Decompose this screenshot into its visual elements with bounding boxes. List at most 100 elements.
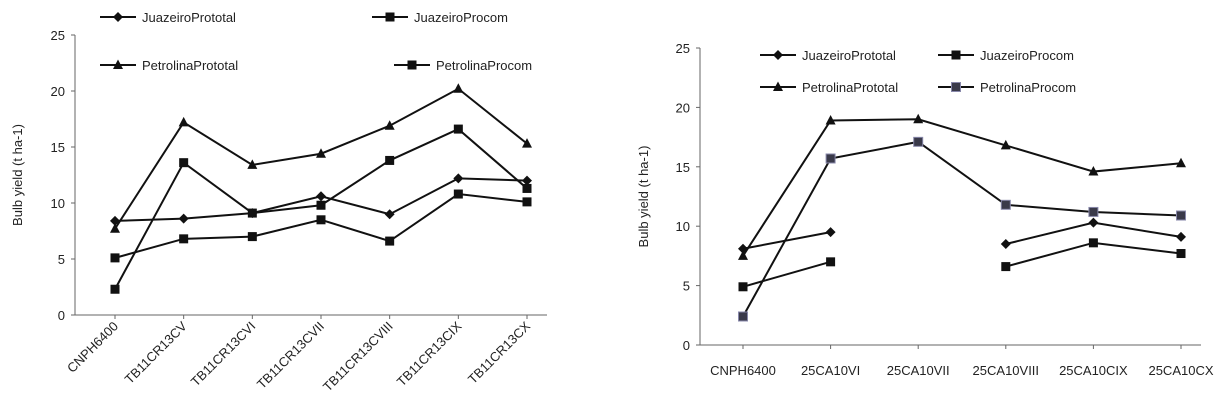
data-point	[522, 197, 532, 207]
legend-entry: PetrolinaPrototal	[760, 80, 898, 95]
data-point	[247, 232, 257, 242]
data-point	[1176, 249, 1186, 259]
data-point	[913, 113, 924, 124]
series-PetrolinaPrototal	[738, 113, 1186, 260]
legend-marker	[773, 50, 783, 60]
legend-entry: PetrolinaPrototal	[100, 58, 238, 73]
data-point	[247, 208, 257, 218]
series-line	[742, 140, 1182, 317]
data-point	[738, 250, 748, 260]
data-point	[316, 148, 326, 158]
series-JuazeiroProcom	[110, 189, 532, 263]
legend-marker	[407, 60, 417, 70]
y-tick-label: 5	[683, 279, 690, 294]
y-tick-label: 10	[676, 219, 690, 234]
y-tick-label: 15	[676, 160, 690, 175]
legend-marker	[773, 81, 783, 91]
series-PetrolinaProcom	[738, 136, 1186, 322]
legend-label: JuazeiroProcom	[980, 48, 1074, 63]
y-tick-label: 20	[676, 100, 690, 115]
legend-entry: JuazeiroProcom	[938, 48, 1074, 63]
series-line	[742, 260, 831, 288]
legend-marker	[113, 12, 123, 22]
legend-entry: JuazeiroPrototal	[760, 48, 896, 63]
data-point	[247, 159, 258, 169]
data-point	[1088, 217, 1099, 228]
data-point	[825, 153, 836, 164]
y-tick-label: 25	[676, 41, 690, 56]
legend-label: JuazeiroPrototal	[142, 10, 236, 25]
chart-right: 0 5 10 15 20 25 Bulb yield (t ha-1) CNPH6400 25C…	[636, 41, 1214, 378]
x-tick-label: CNPH6400	[64, 319, 121, 376]
y-tick-label: 5	[58, 252, 65, 267]
y-tick-label: 25	[51, 28, 65, 43]
x-tick-label: TB11CR13CVI	[188, 319, 259, 390]
data-point	[178, 213, 189, 224]
data-point	[179, 158, 189, 168]
data-point	[522, 183, 532, 193]
x-tick-label: 25CA10CX	[1148, 363, 1213, 378]
data-point	[385, 236, 395, 246]
data-point	[522, 138, 532, 148]
data-point	[453, 124, 463, 134]
data-point	[453, 173, 464, 184]
legend-label: PetrolinaPrototal	[142, 58, 238, 73]
legend-label: PetrolinaPrototal	[802, 80, 898, 95]
legend-entry: PetrolinaProcom	[938, 80, 1076, 95]
y-tick-label: 0	[683, 338, 690, 353]
data-point	[316, 200, 326, 210]
series-PetrolinaPrototal	[110, 83, 532, 233]
data-point	[453, 189, 463, 199]
y-tick-label: 20	[51, 84, 65, 99]
data-point	[179, 234, 189, 244]
data-point	[316, 191, 326, 202]
x-tick-label: 25CA10VIII	[973, 363, 1040, 378]
data-point	[1176, 231, 1186, 242]
data-point	[1176, 157, 1186, 168]
data-point	[1088, 238, 1098, 248]
x-tick-label: TB11CR13CIX	[394, 318, 465, 389]
data-point	[738, 282, 748, 292]
x-tick-label: 25CA10VII	[887, 363, 950, 378]
data-point	[384, 209, 395, 220]
data-point	[1176, 210, 1186, 221]
x-tick-label: 25CA10VI	[801, 363, 860, 378]
y-tick-label: 0	[58, 308, 65, 323]
x-tick-label: CNPH6400	[710, 363, 776, 378]
data-point	[522, 175, 532, 186]
data-point	[1088, 166, 1099, 176]
x-tick-label: TB11CR13CVII	[254, 319, 327, 392]
series-JuazeiroProcom	[738, 238, 1186, 292]
legend-entry: JuazeiroPrototal	[100, 10, 236, 25]
series-line	[742, 118, 1182, 257]
data-point	[738, 311, 748, 322]
data-point	[110, 253, 120, 263]
series-line	[742, 231, 831, 250]
legend-marker	[113, 59, 123, 69]
data-point	[913, 136, 924, 147]
x-tick-label: TB11CR13CV	[122, 318, 190, 386]
legend-entry: PetrolinaProcom	[394, 58, 532, 73]
series-JuazeiroPrototal	[738, 217, 1186, 254]
legend-entry: JuazeiroProcom	[372, 10, 508, 25]
x-tick-label: 25CA10CIX	[1059, 363, 1128, 378]
data-point	[826, 257, 836, 267]
legend-label: JuazeiroPrototal	[802, 48, 896, 63]
legend-marker	[951, 50, 961, 60]
legend-label: PetrolinaProcom	[436, 58, 532, 73]
y-tick-label: 10	[51, 196, 65, 211]
data-point	[316, 215, 326, 225]
y-tick-label: 15	[51, 140, 65, 155]
x-tick-label: TB11CR13CX	[465, 318, 533, 386]
data-point	[178, 116, 189, 127]
data-point	[110, 223, 120, 233]
x-tick-label: TB11CR13CVIII	[320, 319, 396, 395]
data-point	[825, 114, 836, 125]
legend-marker	[385, 12, 395, 22]
data-point	[453, 83, 464, 93]
data-point	[1001, 262, 1011, 272]
series-PetrolinaProcom	[110, 124, 532, 294]
data-point	[384, 120, 395, 130]
